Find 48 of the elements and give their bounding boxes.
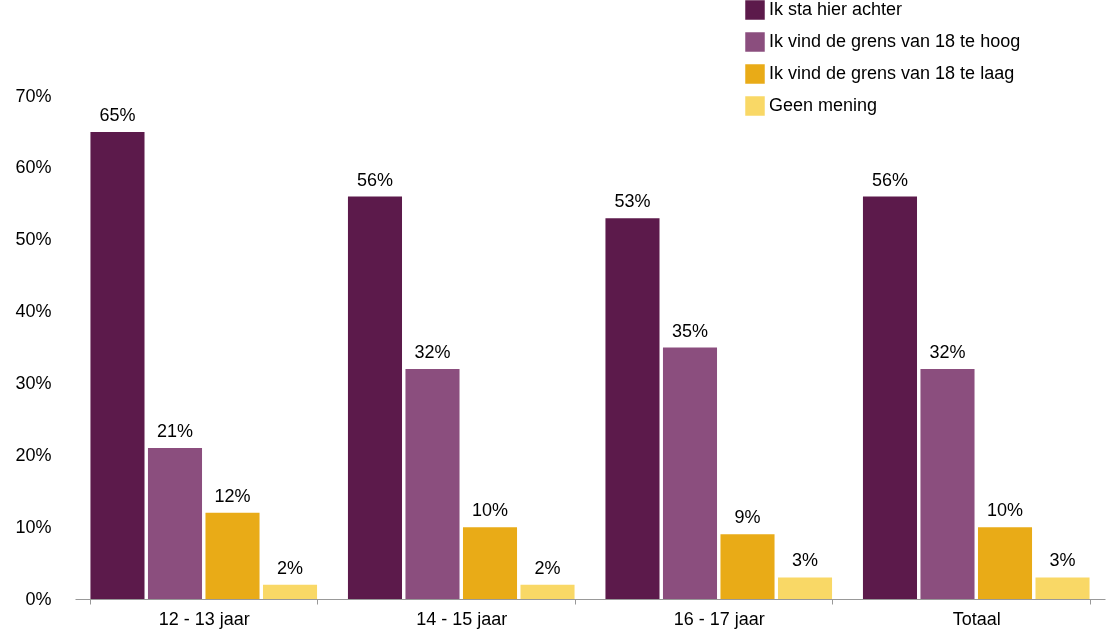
data-label: 12% <box>214 485 251 506</box>
legend-label: Geen mening <box>769 95 878 115</box>
bar <box>977 527 1033 599</box>
y-tick-label: 0% <box>25 588 52 609</box>
x-tick-label: Totaal <box>952 608 1001 629</box>
data-label: 56% <box>356 169 393 190</box>
data-label: 10% <box>986 500 1024 521</box>
bar <box>777 577 833 599</box>
legend-label: Ik vind de grens van 18 te laag <box>769 63 1015 83</box>
bar <box>862 196 918 599</box>
data-label: 21% <box>156 421 194 442</box>
x-tick-label: 14 - 15 jaar <box>416 608 508 629</box>
y-tick-label: 10% <box>15 516 52 537</box>
x-tick-label: 12 - 13 jaar <box>158 608 250 629</box>
bar <box>720 534 775 599</box>
data-label: 2% <box>277 557 304 578</box>
data-label: 32% <box>414 342 451 363</box>
bar <box>520 584 575 599</box>
y-tick-label: 70% <box>15 85 52 106</box>
bar <box>1035 577 1090 599</box>
y-tick-label: 60% <box>15 157 52 178</box>
bar <box>920 369 975 599</box>
data-label: 10% <box>471 500 509 521</box>
bar <box>205 512 260 599</box>
bar <box>405 369 460 599</box>
legend-label: Ik sta hier achter <box>769 0 903 19</box>
data-label: 56% <box>871 169 908 190</box>
bar <box>605 218 660 599</box>
bar <box>462 527 518 599</box>
data-label: 2% <box>534 557 561 578</box>
data-label: 53% <box>614 191 651 212</box>
data-label: 65% <box>99 104 136 125</box>
bar <box>262 584 318 599</box>
y-tick-label: 50% <box>15 229 52 250</box>
y-tick-label: 40% <box>15 301 52 322</box>
data-label: 3% <box>1049 550 1076 571</box>
data-label: 3% <box>792 550 819 571</box>
legend-label: Ik vind de grens van 18 te hoog <box>769 31 1021 51</box>
bar <box>90 131 145 599</box>
data-label: 32% <box>929 342 966 363</box>
y-tick-label: 30% <box>15 372 52 393</box>
x-tick-label: 16 - 17 jaar <box>673 608 765 629</box>
y-tick-label: 20% <box>15 444 52 465</box>
data-label: 35% <box>671 320 709 341</box>
bar <box>347 196 403 599</box>
data-label: 9% <box>734 507 761 528</box>
bar <box>147 448 203 599</box>
bar <box>662 347 718 599</box>
